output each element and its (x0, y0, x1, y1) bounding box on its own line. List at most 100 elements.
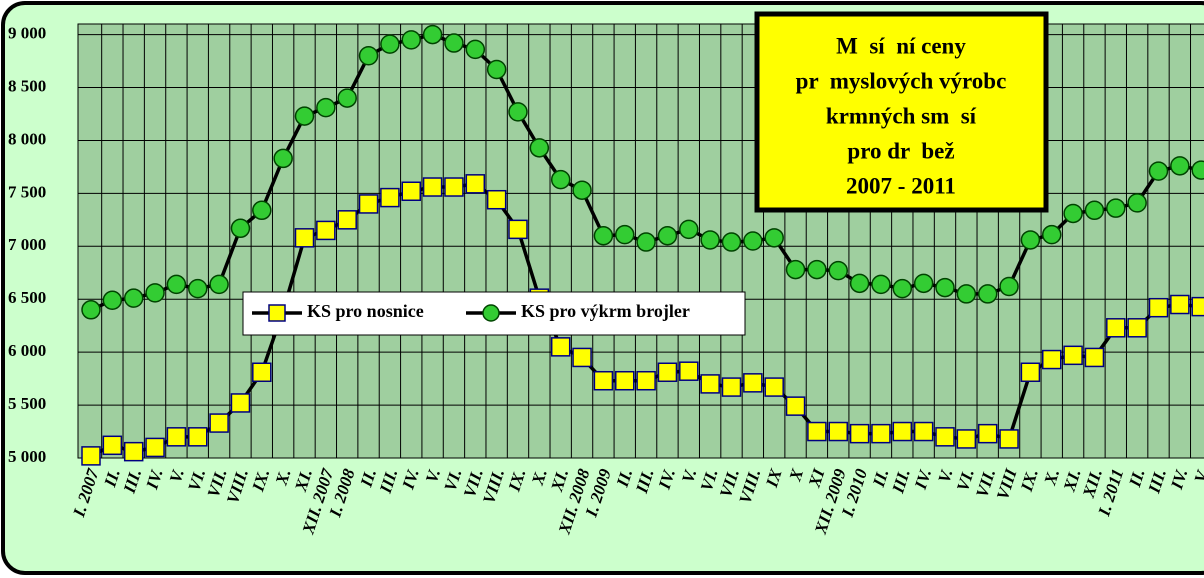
data-point (807, 421, 827, 442)
data-point (956, 284, 977, 304)
data-point (316, 220, 336, 241)
data-point (252, 362, 272, 383)
data-point (209, 274, 229, 295)
y-tick-label: 5 500 (8, 394, 46, 413)
data-point (764, 228, 784, 248)
data-point (977, 284, 998, 304)
data-point (1127, 318, 1147, 338)
data-point (849, 423, 870, 444)
y-tick-label: 9 000 (8, 23, 46, 42)
x-tick-label: V. (934, 467, 956, 486)
data-point (700, 230, 720, 250)
data-point (465, 39, 486, 60)
data-point (550, 169, 571, 190)
data-point (1170, 294, 1190, 315)
data-point (529, 138, 550, 158)
data-point (422, 177, 443, 197)
data-point (401, 181, 421, 201)
x-tick-label: X. (528, 467, 551, 489)
data-point (188, 278, 208, 299)
data-point (486, 189, 507, 210)
data-point (785, 259, 806, 280)
y-tick-label: 5 000 (8, 447, 46, 466)
x-tick-label: II. (869, 467, 893, 490)
data-point (636, 232, 656, 252)
data-point (252, 200, 272, 221)
data-point (166, 427, 187, 447)
data-point (444, 33, 464, 53)
data-point (268, 304, 286, 322)
data-point (1063, 203, 1083, 224)
data-point (145, 283, 165, 303)
data-point (1127, 193, 1147, 213)
data-point (913, 273, 934, 294)
data-point (956, 429, 977, 449)
data-point (593, 225, 614, 246)
data-point (188, 427, 208, 447)
x-tick-label: V. (422, 467, 444, 486)
data-point (828, 260, 848, 281)
data-point (1170, 156, 1190, 176)
data-point (444, 177, 464, 197)
data-point (657, 362, 678, 383)
data-point (615, 370, 635, 391)
x-tick-label: II. (612, 467, 636, 490)
data-point (486, 59, 507, 80)
data-point (508, 219, 528, 240)
y-tick-label: 8 000 (8, 129, 46, 148)
data-point (380, 34, 400, 54)
data-point (1042, 349, 1062, 370)
data-point (294, 106, 315, 126)
data-point (721, 377, 742, 397)
data-point (935, 427, 955, 447)
chart-title: pr myslových výrobc (796, 68, 1007, 93)
data-point (230, 218, 251, 239)
y-tick-label: 7 500 (8, 182, 46, 201)
data-point (550, 337, 571, 357)
data-point (1063, 345, 1083, 366)
y-tick-label: 6 500 (8, 288, 46, 307)
x-tick-label: X. (1040, 467, 1063, 489)
data-point (123, 441, 144, 462)
y-tick-label: 7 000 (8, 235, 46, 254)
chart-title: krmných sm sí (826, 103, 977, 128)
chart-title: M sí ní ceny (836, 33, 966, 58)
data-point (294, 228, 315, 248)
data-point (657, 225, 678, 246)
y-tick-label: 8 500 (8, 76, 46, 95)
data-point (273, 148, 293, 169)
data-point (401, 30, 421, 50)
data-point (849, 273, 870, 294)
data-point (785, 396, 806, 416)
data-point (482, 304, 500, 322)
x-tick-label: V. (678, 467, 700, 486)
data-point (871, 274, 891, 295)
chart-title: pro dr bež (847, 138, 954, 163)
data-point (166, 274, 187, 295)
data-point (508, 102, 528, 122)
data-point (913, 421, 934, 442)
data-point (358, 46, 379, 66)
x-tick-label: II. (1125, 467, 1149, 490)
data-point (999, 429, 1019, 449)
data-point (743, 231, 763, 251)
chart-title: 2007 - 2011 (846, 173, 956, 198)
data-point (1042, 224, 1062, 245)
data-point (358, 194, 379, 214)
data-point (102, 290, 123, 311)
data-point (422, 24, 443, 45)
x-tick-label: X. (271, 467, 294, 489)
data-point (1084, 200, 1105, 221)
data-point (1148, 297, 1169, 318)
data-point (102, 435, 123, 456)
data-point (1020, 230, 1041, 250)
data-point (700, 374, 720, 394)
data-point (81, 446, 101, 466)
data-point (892, 421, 913, 442)
data-point (572, 347, 592, 368)
data-point (679, 219, 699, 240)
data-point (81, 300, 101, 320)
data-point (1106, 318, 1126, 338)
data-point (572, 180, 592, 200)
